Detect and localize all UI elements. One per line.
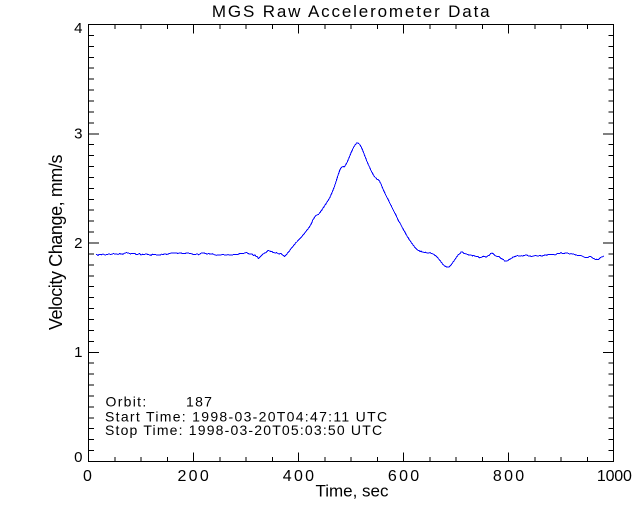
svg-text:0: 0 xyxy=(74,449,82,466)
svg-text:2: 2 xyxy=(74,235,82,252)
svg-text:400: 400 xyxy=(283,468,317,485)
svg-text:1: 1 xyxy=(74,344,82,361)
svg-text:800: 800 xyxy=(493,468,527,485)
svg-text:0: 0 xyxy=(83,468,92,485)
svg-text:187: 187 xyxy=(186,394,213,410)
svg-text:600: 600 xyxy=(388,468,422,485)
svg-text:200: 200 xyxy=(177,468,211,485)
svg-text:Time, sec: Time, sec xyxy=(315,482,389,501)
svg-text:3: 3 xyxy=(74,126,82,143)
svg-text:Orbit:: Orbit: xyxy=(106,394,148,410)
svg-text:4: 4 xyxy=(74,20,82,37)
svg-text:MGS Raw Accelerometer Data: MGS Raw Accelerometer Data xyxy=(212,2,492,21)
svg-text:Stop Time: 1998-03-20T05:03:50: Stop Time: 1998-03-20T05:03:50 UTC xyxy=(105,422,383,438)
svg-text:Start Time: 1998-03-20T04:47:1: Start Time: 1998-03-20T04:47:11 UTC xyxy=(105,408,388,424)
svg-text:1000: 1000 xyxy=(597,468,632,485)
svg-text:Velocity Change, mm/s: Velocity Change, mm/s xyxy=(46,154,66,330)
